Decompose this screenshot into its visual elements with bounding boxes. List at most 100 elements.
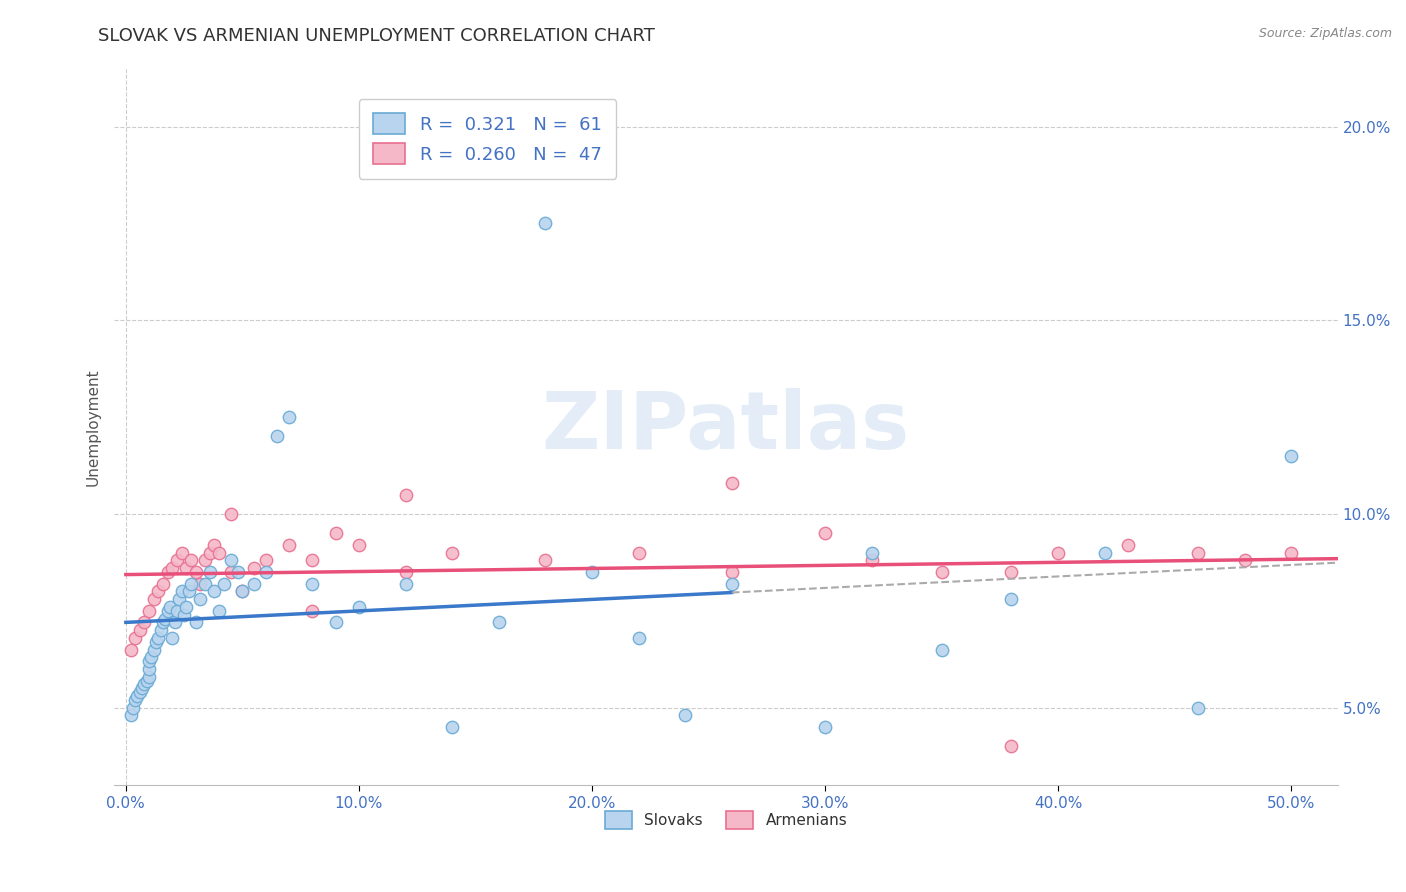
Point [231,584,253,599]
Point [394,565,416,579]
Point [243,561,266,575]
Point [198,565,221,579]
Point [194,553,217,567]
Point [243,576,266,591]
Point [202,584,225,599]
Point [325,615,347,630]
Point [627,631,650,645]
Point [627,546,650,560]
Point [176,561,198,575]
Point [1279,449,1302,463]
Point [194,576,217,591]
Point [170,584,193,599]
Point [278,410,301,425]
Point [141,650,163,665]
Point [860,553,883,567]
Point [673,708,696,723]
Point [180,576,202,591]
Point [134,615,156,630]
Point [202,538,225,552]
Point [720,576,742,591]
Point [166,553,188,567]
Point [931,642,953,657]
Point [226,565,249,579]
Point [155,611,177,625]
Legend: Slovaks, Armenians: Slovaks, Armenians [599,805,853,835]
Point [163,615,186,630]
Point [152,576,174,591]
Point [325,526,347,541]
Point [278,538,301,552]
Point [301,576,323,591]
Point [1187,700,1209,714]
Point [1000,592,1022,607]
Point [131,681,153,696]
Point [148,631,170,645]
Point [254,565,277,579]
Text: ZIPatlas: ZIPatlas [541,388,910,466]
Point [128,623,150,637]
Point [581,565,603,579]
Point [138,670,160,684]
Point [441,546,464,560]
Point [301,604,323,618]
Point [159,599,181,614]
Point [394,576,416,591]
Point [219,507,242,521]
Point [1047,546,1070,560]
Point [138,604,160,618]
Point [219,565,242,579]
Point [231,584,253,599]
Point [121,700,143,714]
Point [1094,546,1116,560]
Point [124,631,146,645]
Point [190,592,212,607]
Point [142,642,165,657]
Point [120,708,142,723]
Point [120,642,142,657]
Point [1000,739,1022,754]
Point [394,487,416,501]
Point [860,546,883,560]
Point [219,553,242,567]
Point [166,604,188,618]
Point [128,685,150,699]
Point [720,475,742,490]
Point [208,546,231,560]
Point [1279,546,1302,560]
Point [135,673,157,688]
Point [814,720,837,734]
Point [212,576,235,591]
Point [124,693,146,707]
Point [138,662,160,676]
Point [180,553,202,567]
Point [720,565,742,579]
Point [170,546,193,560]
Point [156,565,179,579]
Text: SLOVAK VS ARMENIAN UNEMPLOYMENT CORRELATION CHART: SLOVAK VS ARMENIAN UNEMPLOYMENT CORRELAT… [98,27,655,45]
Point [1000,565,1022,579]
Point [134,677,156,691]
Point [814,526,837,541]
Point [156,604,179,618]
Point [190,576,212,591]
Point [441,720,464,734]
Point [1233,553,1256,567]
Point [488,615,510,630]
Point [142,592,165,607]
Point [534,217,557,231]
Point [266,429,288,443]
Y-axis label: Unemployment: Unemployment [86,368,100,485]
Point [184,565,207,579]
Point [301,553,323,567]
Point [347,538,370,552]
Point [162,561,184,575]
Point [145,634,167,648]
Point [347,599,370,614]
Text: Source: ZipAtlas.com: Source: ZipAtlas.com [1258,27,1392,40]
Point [1116,538,1139,552]
Point [152,615,174,630]
Point [169,592,191,607]
Point [184,615,207,630]
Point [198,546,221,560]
